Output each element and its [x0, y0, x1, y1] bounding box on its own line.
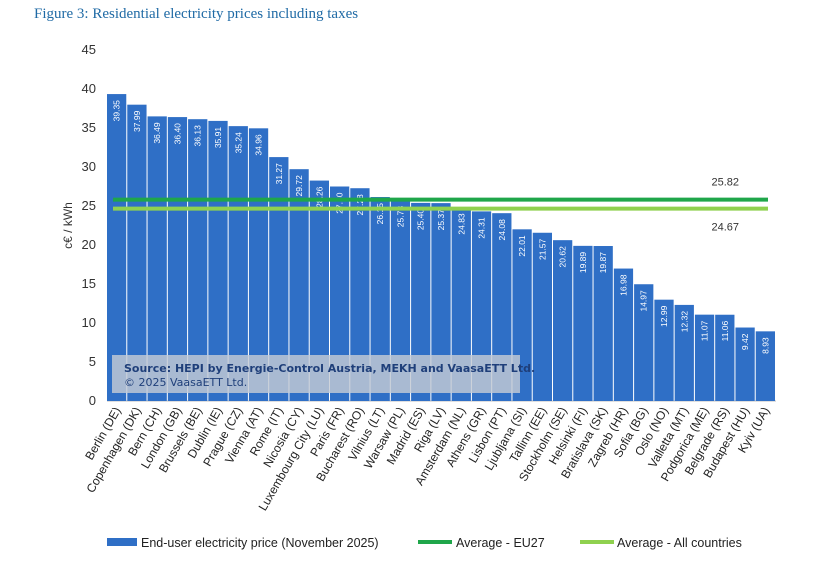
bar [431, 203, 451, 401]
bar-value-label: 19.87 [598, 252, 608, 274]
legend: End-user electricity price (November 202… [107, 536, 742, 550]
y-tick-label: 35 [82, 120, 96, 135]
bar-value-label: 25.37 [436, 209, 446, 231]
average-eu27-value: 25.82 [711, 177, 739, 189]
bar-value-label: 19.89 [578, 252, 588, 274]
bar-value-label: 21.57 [537, 238, 547, 260]
bar [248, 128, 269, 401]
y-tick-label: 25 [82, 198, 96, 213]
bar [593, 246, 613, 401]
bar-value-label: 36.13 [193, 125, 203, 147]
y-tick-label: 30 [82, 159, 96, 174]
bar [755, 331, 775, 401]
bar [411, 202, 431, 401]
bar-value-label: 25.78 [395, 206, 405, 228]
bar-value-label: 35.91 [213, 127, 223, 149]
bar-value-label: 36.49 [152, 122, 162, 144]
legend-label-bar: End-user electricity price (November 202… [141, 536, 379, 550]
y-tick-label: 45 [82, 42, 96, 57]
bar [471, 211, 492, 401]
bar-value-label: 24.83 [456, 213, 466, 235]
figure-title: Figure 3: Residential electricity prices… [34, 6, 359, 22]
bar-value-label: 25.40 [416, 209, 426, 231]
bar [634, 284, 654, 401]
bar [107, 94, 127, 401]
y-tick-label: 0 [89, 393, 96, 408]
bar-value-label: 12.32 [679, 311, 689, 333]
y-tick-label: 10 [82, 315, 96, 330]
y-tick-label: 40 [82, 81, 96, 96]
bar-value-label: 28.26 [314, 186, 324, 208]
source-note-line1: Source: HEPI by Energie-Control Austria,… [124, 362, 535, 375]
bar [309, 180, 329, 401]
bar-value-label: 8.93 [760, 337, 770, 354]
bar [553, 240, 573, 401]
bar [147, 116, 167, 402]
bar [188, 119, 208, 401]
reference-lines: 25.82 24.67 [113, 177, 768, 234]
bar [532, 232, 552, 401]
bar-value-label: 11.07 [700, 320, 710, 341]
bar-value-label: 14.97 [639, 290, 649, 312]
bar [289, 169, 309, 401]
bar [715, 314, 735, 401]
legend-label-eu27: Average - EU27 [456, 536, 545, 550]
bar-value-label: 34.96 [254, 134, 264, 156]
y-axis-label: c€ / kWh [61, 202, 75, 249]
bar [654, 299, 674, 401]
source-note: Source: HEPI by Energie-Control Austria,… [112, 355, 535, 393]
y-tick-label: 20 [82, 237, 96, 252]
bar-value-label: 9.42 [740, 333, 750, 350]
bar-value-label: 39.35 [112, 100, 122, 122]
bar-value-label: 36.40 [172, 123, 182, 145]
source-note-box [112, 355, 520, 393]
bar-value-label: 16.98 [618, 274, 628, 296]
bar-value-label: 27.28 [355, 194, 365, 216]
y-tick-label: 5 [89, 354, 96, 369]
source-note-line2: © 2025 VaasaETT Ltd. [124, 376, 247, 389]
legend-swatch-bar [107, 538, 137, 546]
bar [674, 304, 694, 401]
bar-value-label: 35.24 [233, 132, 243, 154]
bar [735, 327, 755, 401]
bar-value-label: 31.27 [274, 163, 284, 185]
average-all-value: 24.67 [711, 222, 739, 234]
bar [451, 207, 471, 401]
bar-value-label: 27.50 [335, 192, 345, 214]
bar [330, 186, 350, 401]
bar-value-label: 22.01 [517, 235, 527, 257]
bar-value-label: 24.08 [497, 219, 507, 241]
bar-value-label: 12.99 [659, 305, 669, 327]
bar-value-label: 37.99 [132, 110, 142, 132]
bars: 39.35 37.99 36.49 36.40 36.13 35.91 35.24 34.96… [107, 94, 775, 402]
category-labels: Berlin (DE)Copenhagen (DK)Bern (CH)Londo… [82, 404, 772, 513]
bar [269, 157, 289, 401]
bar [127, 104, 147, 401]
legend-label-all: Average - All countries [617, 536, 742, 550]
bar [167, 117, 188, 401]
bar-value-label: 11.06 [720, 320, 730, 341]
bar [573, 245, 593, 401]
bar [228, 126, 248, 402]
bar-value-label: 29.72 [294, 175, 304, 197]
bar [390, 199, 411, 401]
bar-value-label: 24.31 [477, 217, 487, 239]
bar [694, 314, 715, 401]
bar [370, 197, 390, 401]
bar [613, 268, 634, 401]
bar [208, 120, 228, 401]
bar [350, 188, 370, 401]
bar [492, 213, 512, 401]
bar-value-label: 26.15 [375, 203, 385, 225]
bar-value-label: 20.62 [558, 246, 568, 268]
y-tick-label: 15 [82, 276, 96, 291]
